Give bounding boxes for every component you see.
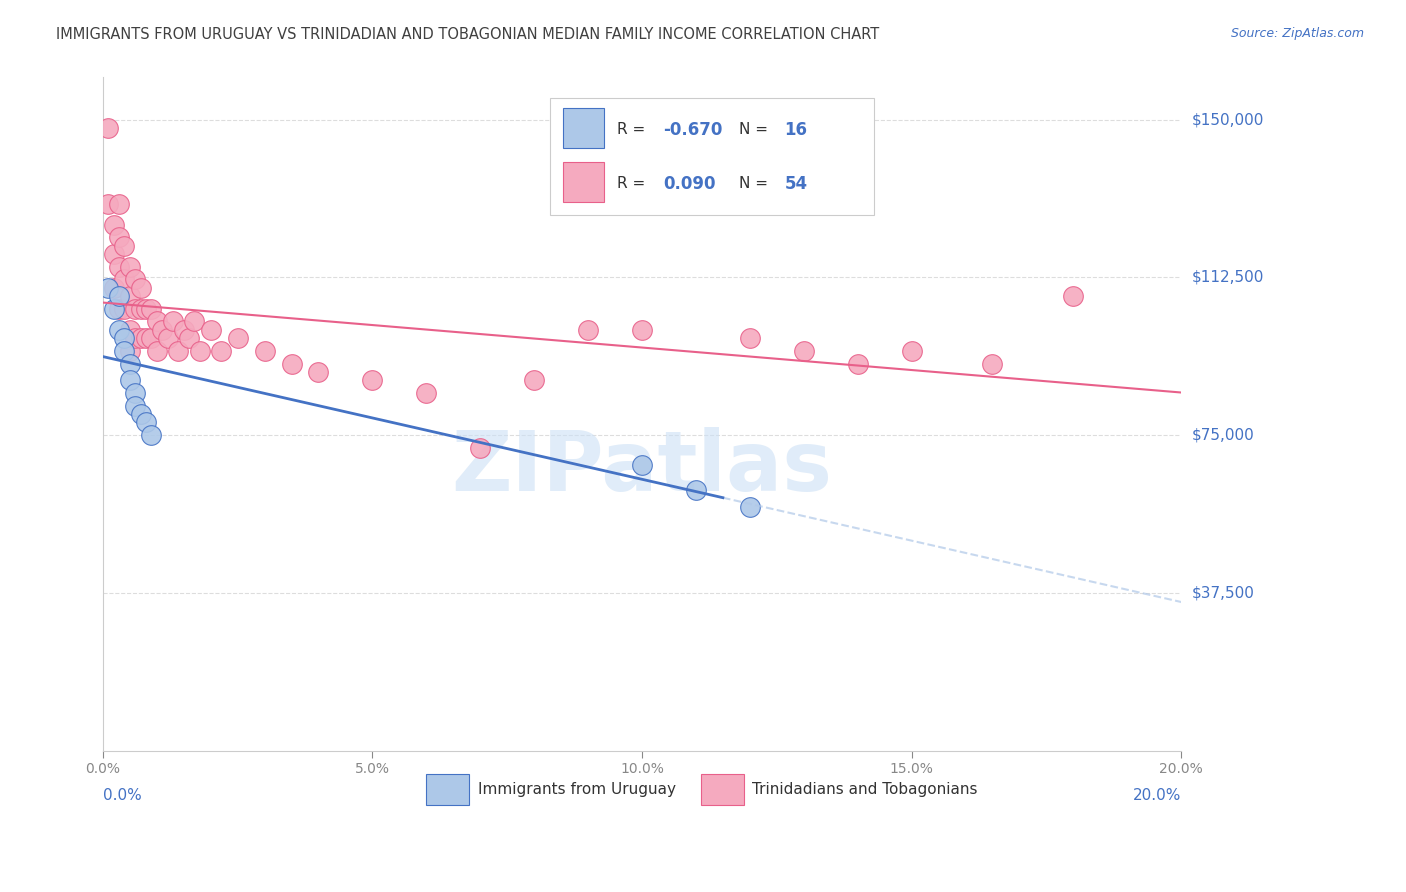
FancyBboxPatch shape (550, 97, 875, 216)
Text: R =: R = (617, 122, 651, 137)
Point (738, 500, 761, 514)
Bar (564, 108, 605, 148)
Point (150, 323, 173, 337)
Point (141, 428, 163, 442)
Point (97, 196, 120, 211)
Point (112, 331, 135, 345)
Point (981, 357, 1004, 371)
Point (118, 357, 141, 371)
Point (156, 331, 179, 345)
Text: ZIPatlas: ZIPatlas (451, 427, 832, 508)
Point (523, 373, 546, 387)
Point (135, 416, 157, 430)
Point (112, 343, 135, 358)
Point (145, 343, 167, 358)
Point (118, 323, 141, 337)
Text: 0.0%: 0.0% (103, 788, 142, 803)
Point (470, 441, 492, 455)
Text: $112,500: $112,500 (1192, 269, 1264, 285)
Point (103, 247, 125, 261)
Point (1062, 289, 1084, 303)
Point (631, 458, 654, 472)
Point (167, 343, 190, 358)
Point (576, 323, 599, 337)
Point (177, 331, 200, 345)
Point (124, 272, 146, 286)
Point (738, 331, 761, 345)
Point (145, 314, 167, 328)
Point (188, 343, 211, 358)
Point (253, 343, 276, 358)
Point (129, 407, 152, 421)
Point (200, 323, 222, 337)
Point (631, 323, 654, 337)
Point (129, 301, 152, 316)
Point (103, 218, 125, 232)
Text: $150,000: $150,000 (1192, 112, 1264, 127)
Point (226, 331, 249, 345)
Point (135, 301, 157, 316)
Point (118, 373, 141, 387)
Text: R =: R = (617, 177, 651, 191)
Point (141, 331, 163, 345)
Point (162, 314, 184, 328)
Point (129, 281, 152, 295)
Text: -0.670: -0.670 (664, 121, 723, 139)
Point (103, 281, 125, 295)
Bar (426, 774, 470, 805)
Point (129, 331, 152, 345)
Text: IMMIGRANTS FROM URUGUAY VS TRINIDADIAN AND TOBAGONIAN MEDIAN FAMILY INCOME CORRE: IMMIGRANTS FROM URUGUAY VS TRINIDADIAN A… (56, 27, 880, 42)
Point (900, 343, 922, 358)
Text: 54: 54 (785, 175, 807, 193)
Point (280, 357, 302, 371)
Point (118, 260, 141, 274)
Point (112, 272, 135, 286)
Point (135, 331, 157, 345)
Text: 0.090: 0.090 (664, 175, 716, 193)
Text: N =: N = (740, 122, 773, 137)
Text: N =: N = (740, 177, 773, 191)
Point (361, 373, 384, 387)
Point (103, 301, 125, 316)
Bar (702, 774, 744, 805)
Point (846, 357, 869, 371)
Text: Immigrants from Uruguay: Immigrants from Uruguay (478, 782, 676, 797)
Point (793, 343, 815, 358)
Point (124, 331, 146, 345)
Text: 16: 16 (785, 121, 807, 139)
Point (118, 343, 141, 358)
Point (209, 343, 232, 358)
Point (112, 301, 135, 316)
Point (124, 301, 146, 316)
Point (141, 301, 163, 316)
Point (173, 323, 195, 337)
Point (108, 301, 131, 316)
Point (112, 239, 135, 253)
Point (308, 365, 330, 379)
Point (685, 483, 707, 497)
Point (108, 196, 131, 211)
Point (183, 314, 205, 328)
Point (124, 386, 146, 401)
Text: Source: ZipAtlas.com: Source: ZipAtlas.com (1230, 27, 1364, 40)
Point (108, 289, 131, 303)
Point (97, 281, 120, 295)
Point (124, 399, 146, 413)
Point (118, 289, 141, 303)
Text: $37,500: $37,500 (1192, 585, 1254, 600)
Point (108, 230, 131, 244)
Point (415, 386, 437, 401)
Text: $75,000: $75,000 (1192, 427, 1254, 442)
Point (108, 260, 131, 274)
Point (97, 120, 120, 135)
Text: 20.0%: 20.0% (1133, 788, 1181, 803)
Text: Trinidadians and Tobagonians: Trinidadians and Tobagonians (752, 782, 977, 797)
Point (108, 323, 131, 337)
Bar (564, 161, 605, 202)
